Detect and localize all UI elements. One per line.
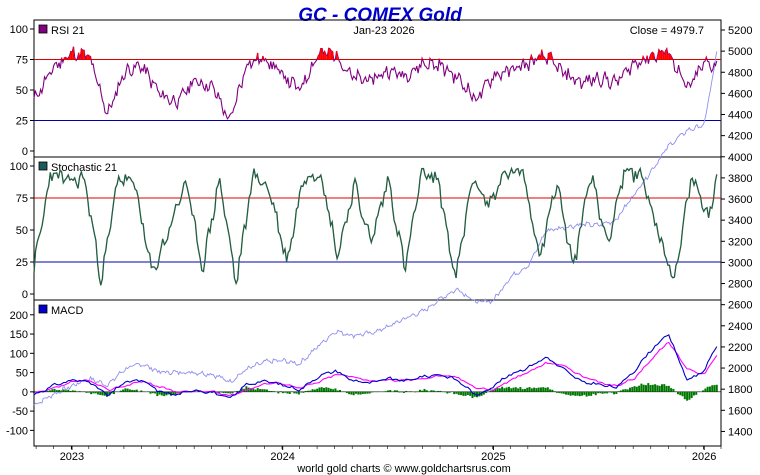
close-price-label: Close = 4979.7 [630,25,704,37]
y-tick-label: 50 [16,368,28,380]
macd-line [33,334,718,398]
x-tick-label: 2025 [481,451,505,463]
price-tick-label: 3000 [728,257,752,269]
panel-frame-0 [33,19,722,158]
chart-footer: world gold charts © www.goldchartsrus.co… [296,463,511,475]
price-tick-label: 4800 [728,67,752,79]
rsi-line [33,46,718,120]
price-tick-label: 3600 [728,194,752,206]
price-tick-label: 3400 [728,215,752,227]
price-tick-label: 4200 [728,131,752,143]
axes-layer: 10075502501007550250200150100500-50-1005… [6,24,753,463]
panel-frame-2 [33,299,722,447]
chart-date: Jan-23 2026 [353,25,414,37]
price-tick-label: 2200 [728,342,752,354]
price-tick-label: 4000 [728,152,752,164]
y-tick-label: 100 [10,348,28,360]
y-tick-label: 50 [16,225,28,237]
chart-title: GC - COMEX Gold [298,5,462,26]
legend-label: Stochastic 21 [51,162,117,174]
y-tick-label: 75 [16,55,28,67]
price-tick-label: 4600 [728,88,752,100]
stochastic-line [33,166,718,286]
price-tick-label: 2400 [728,321,752,333]
y-tick-label: 200 [10,310,28,322]
price-tick-label: 1800 [728,384,752,396]
y-tick-label: 150 [10,329,28,341]
legend-label: MACD [51,305,83,317]
y-tick-label: 0 [22,146,28,158]
price-tick-label: 3800 [728,173,752,185]
y-tick-label: 25 [16,257,28,269]
y-tick-label: 50 [16,85,28,97]
y-tick-label: 0 [22,289,28,301]
y-tick-label: 25 [16,116,28,128]
legend-swatch [38,161,48,171]
y-tick-label: 0 [22,387,28,399]
legend-swatch [38,24,48,34]
legend-swatch [38,304,48,314]
price-tick-label: 4400 [728,110,752,122]
legend-label: RSI 21 [51,25,85,37]
y-tick-label: -100 [6,425,28,437]
y-tick-label: 100 [10,24,28,36]
y-tick-label: -50 [12,406,28,418]
price-tick-label: 2800 [728,279,752,291]
y-tick-label: 75 [16,193,28,205]
price-tick-label: 1600 [728,405,752,417]
price-tick-label: 1400 [728,426,752,438]
x-tick-label: 2024 [270,451,294,463]
price-tick-label: 3200 [728,236,752,248]
price-tick-label: 5000 [728,46,752,58]
x-tick-label: 2026 [692,451,716,463]
price-tick-label: 2000 [728,363,752,375]
price-tick-label: 5200 [728,25,752,37]
indicator-series-layer [33,46,718,401]
price-tick-label: 2600 [728,300,752,312]
y-tick-label: 100 [10,161,28,173]
panel-frame-1 [33,156,722,301]
x-tick-label: 2023 [60,451,84,463]
